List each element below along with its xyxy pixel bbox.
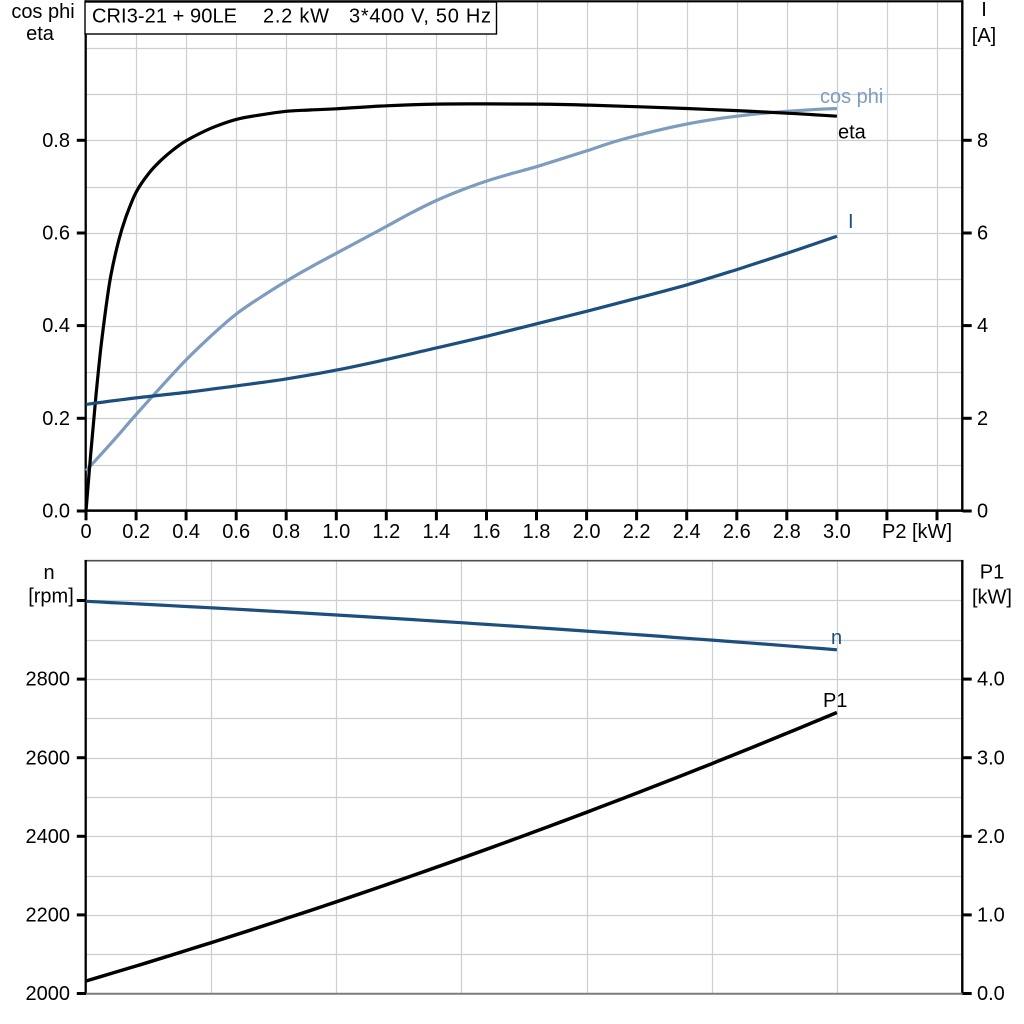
- svg-text:2600: 2600: [26, 747, 71, 769]
- svg-text:0.6: 0.6: [222, 521, 250, 543]
- svg-text:n: n: [831, 627, 842, 649]
- svg-text:0: 0: [80, 521, 91, 543]
- svg-text:0.0: 0.0: [977, 983, 1005, 1005]
- svg-text:2.4: 2.4: [673, 521, 701, 543]
- svg-text:[rpm]: [rpm]: [28, 586, 74, 608]
- svg-text:I: I: [848, 211, 854, 233]
- svg-text:cos phi: cos phi: [820, 86, 883, 108]
- svg-text:2.0: 2.0: [573, 521, 601, 543]
- svg-text:[kW]: [kW]: [972, 587, 1012, 609]
- svg-text:3.0: 3.0: [823, 521, 851, 543]
- svg-text:4.0: 4.0: [977, 669, 1005, 691]
- svg-text:0.2: 0.2: [42, 408, 70, 430]
- svg-text:6: 6: [977, 223, 988, 245]
- svg-text:P1: P1: [823, 690, 847, 712]
- svg-text:3*400 V, 50 Hz: 3*400 V, 50 Hz: [349, 5, 491, 27]
- svg-text:1.0: 1.0: [977, 905, 1005, 927]
- svg-text:1.8: 1.8: [523, 521, 551, 543]
- svg-text:P1: P1: [980, 562, 1004, 584]
- svg-text:1.4: 1.4: [422, 521, 450, 543]
- svg-text:2.0: 2.0: [977, 826, 1005, 848]
- svg-text:2.6: 2.6: [723, 521, 751, 543]
- svg-text:0.0: 0.0: [42, 501, 70, 523]
- svg-text:2800: 2800: [26, 669, 71, 691]
- svg-text:cos phi: cos phi: [11, 1, 74, 23]
- svg-text:1.2: 1.2: [372, 521, 400, 543]
- svg-text:2: 2: [977, 408, 988, 430]
- svg-text:I: I: [981, 0, 987, 21]
- svg-text:2.2: 2.2: [623, 521, 651, 543]
- svg-text:0.6: 0.6: [42, 223, 70, 245]
- svg-text:8: 8: [977, 130, 988, 152]
- svg-text:eta: eta: [838, 122, 867, 144]
- svg-text:0: 0: [977, 501, 988, 523]
- svg-text:2200: 2200: [26, 905, 71, 927]
- svg-text:eta: eta: [26, 23, 55, 45]
- svg-text:CRI3-21 + 90LE: CRI3-21 + 90LE: [92, 5, 237, 27]
- svg-text:1.0: 1.0: [322, 521, 350, 543]
- svg-text:2000: 2000: [26, 983, 71, 1005]
- svg-text:4: 4: [977, 315, 988, 337]
- svg-text:0.8: 0.8: [272, 521, 300, 543]
- svg-text:2.2 kW: 2.2 kW: [263, 5, 329, 27]
- svg-text:n: n: [43, 562, 54, 584]
- svg-text:0.4: 0.4: [172, 521, 200, 543]
- svg-text:1.6: 1.6: [473, 521, 501, 543]
- svg-text:0.8: 0.8: [42, 130, 70, 152]
- svg-text:P2 [kW]: P2 [kW]: [882, 521, 952, 543]
- svg-text:3.0: 3.0: [977, 747, 1005, 769]
- svg-text:2.8: 2.8: [773, 521, 801, 543]
- svg-text:[A]: [A]: [972, 25, 996, 47]
- svg-text:0.4: 0.4: [42, 315, 70, 337]
- svg-text:2400: 2400: [26, 826, 71, 848]
- svg-text:0.2: 0.2: [122, 521, 150, 543]
